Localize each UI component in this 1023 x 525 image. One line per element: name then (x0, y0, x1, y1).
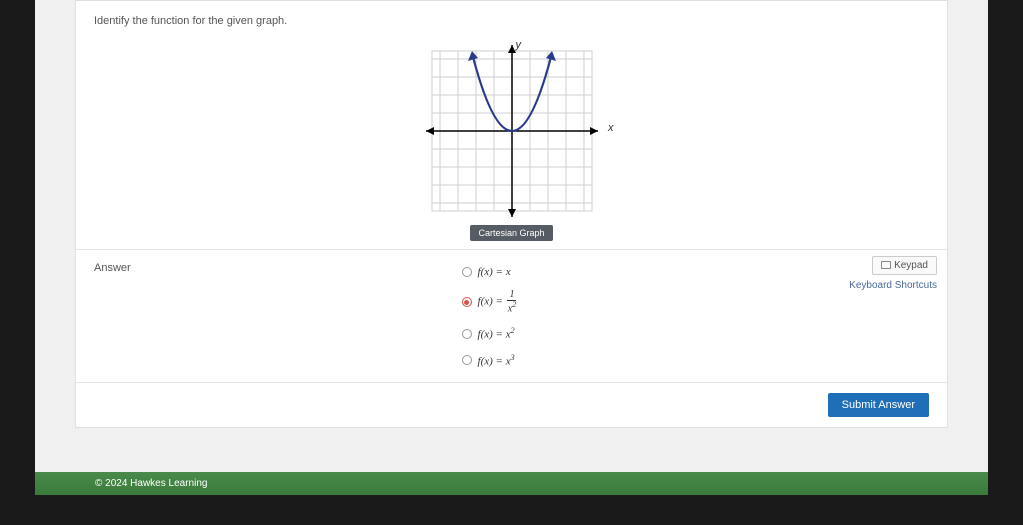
option-label: f(x) = x (478, 266, 511, 278)
option-fx-equals-x[interactable]: f(x) = x (462, 266, 562, 278)
answer-options: f(x) = x f(x) = 1x2 f(x) = x2 f(x) = x3 (94, 262, 929, 368)
submit-answer-button[interactable]: Submit Answer (828, 393, 929, 417)
y-axis-label: y (516, 39, 522, 51)
graph-area: y x (94, 35, 929, 241)
answer-section: Answer Keypad Keyboard Shortcuts f(x) = … (76, 250, 947, 383)
radio-icon (462, 329, 472, 339)
tool-buttons: Keypad Keyboard Shortcuts (849, 256, 937, 291)
submit-row: Submit Answer (76, 383, 947, 427)
option-label: f(x) = x3 (478, 353, 515, 368)
footer-bar: © 2024 Hawkes Learning (35, 472, 988, 495)
keypad-button[interactable]: Keypad (872, 256, 937, 275)
option-label: f(x) = x2 (478, 326, 515, 341)
answer-heading: Answer (94, 262, 131, 274)
graph-caption[interactable]: Cartesian Graph (470, 225, 552, 241)
keypad-icon (881, 261, 891, 269)
copyright-text: © 2024 Hawkes Learning (95, 478, 207, 489)
question-section: Identify the function for the given grap… (76, 1, 947, 250)
option-fx-equals-x2[interactable]: f(x) = x2 (462, 326, 562, 341)
keyboard-shortcuts-link[interactable]: Keyboard Shortcuts (849, 280, 937, 291)
keypad-label: Keypad (894, 260, 928, 271)
radio-icon (462, 297, 472, 307)
graph-svg (422, 41, 602, 221)
option-fx-equals-1-over-x2[interactable]: f(x) = 1x2 (462, 290, 562, 314)
option-fx-equals-x3[interactable]: f(x) = x3 (462, 353, 562, 368)
cartesian-graph[interactable]: y x (422, 41, 602, 221)
radio-icon (462, 355, 472, 365)
question-prompt: Identify the function for the given grap… (94, 15, 929, 27)
option-label: f(x) = 1x2 (478, 290, 519, 314)
x-axis-label: x (608, 122, 614, 134)
content-card: Identify the function for the given grap… (75, 0, 948, 428)
page-wrap: Identify the function for the given grap… (35, 0, 988, 495)
radio-icon (462, 267, 472, 277)
